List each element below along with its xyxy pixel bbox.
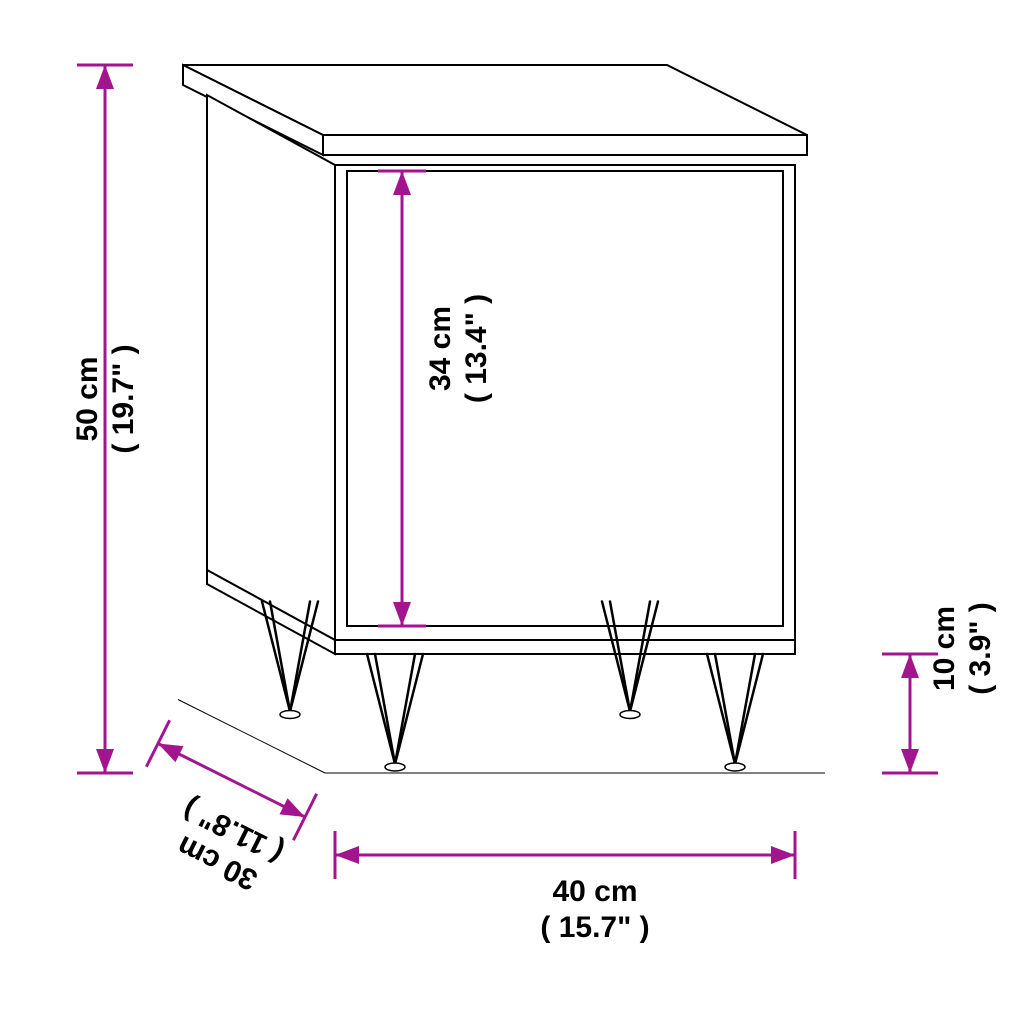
dim-depth xyxy=(158,744,305,818)
svg-text:40 cm( 15.7" ): 40 cm( 15.7" ) xyxy=(540,875,649,944)
cabinet-door xyxy=(347,171,783,626)
svg-text:30 cm( 11.8" ): 30 cm( 11.8" ) xyxy=(162,792,289,902)
cabinet-side xyxy=(207,95,335,640)
hairpin-leg xyxy=(707,654,763,764)
hairpin-leg xyxy=(367,654,423,764)
label-width: 40 cm( 15.7" ) xyxy=(540,875,649,944)
label-depth: 30 cm( 11.8" ) xyxy=(162,792,289,902)
label-leg-height: 10 cm( 3.9" ) xyxy=(928,602,997,695)
svg-text:10 cm( 3.9" ): 10 cm( 3.9" ) xyxy=(928,602,997,695)
